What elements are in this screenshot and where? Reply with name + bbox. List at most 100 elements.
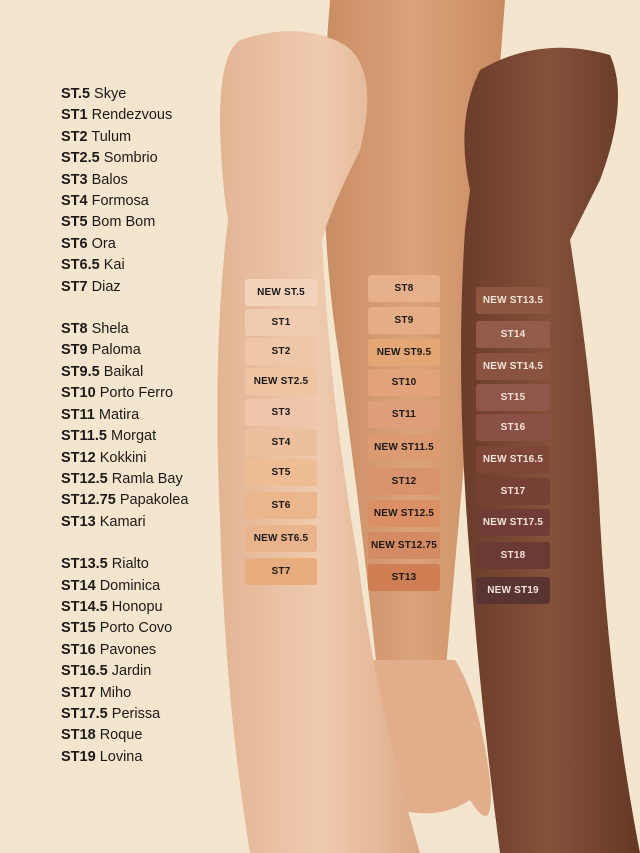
swatch-deep-arm: NEW ST16.5 <box>476 446 550 473</box>
shade-name: Ramla Bay <box>111 470 183 487</box>
legend-item: ST11.5 Morgat <box>61 426 188 447</box>
shade-code: ST3 <box>61 171 88 188</box>
shade-name: Dominica <box>99 577 161 594</box>
shade-code: ST16 <box>61 641 96 658</box>
legend-item: ST11 Matira <box>61 405 188 426</box>
shade-code: ST.5 <box>61 86 91 102</box>
shade-name: Porto Covo <box>99 620 173 637</box>
shade-code: ST11 <box>61 406 95 423</box>
legend-item: ST13.5 Rialto <box>61 554 188 575</box>
shade-name: Roque <box>99 727 143 744</box>
shade-code: ST18 <box>61 727 96 744</box>
shade-name: Rendezvous <box>91 107 173 124</box>
shade-name: Balos <box>91 171 128 188</box>
swatch-deep-arm: NEW ST19 <box>476 577 550 604</box>
swatch-light-arm: ST1 <box>245 309 317 336</box>
swatch-light-arm: NEW ST6.5 <box>245 525 317 552</box>
shade-code: ST11.5 <box>61 428 107 445</box>
shade-name: Shela <box>91 321 129 338</box>
swatch-light-arm: ST4 <box>245 429 317 456</box>
shade-name: Papakolea <box>119 492 189 509</box>
shade-name: Jardin <box>111 663 152 680</box>
shade-name: Ora <box>91 235 116 252</box>
legend-item: ST5 Bom Bom <box>61 212 188 233</box>
swatch-light-arm: ST5 <box>245 459 317 486</box>
deep-arm <box>461 47 640 853</box>
swatch-light-arm: ST6 <box>245 492 317 519</box>
legend-item: ST18 Roque <box>61 725 188 746</box>
legend-item: ST.5 Skye <box>61 84 188 105</box>
legend-item: ST10 Porto Ferro <box>61 383 188 404</box>
light-arm <box>217 31 420 853</box>
shade-code: ST12 <box>61 449 96 466</box>
legend-group: ST.5 Skye ST1 Rendezvous ST2 Tulum ST2.5 So… <box>61 84 188 298</box>
shade-code: ST1 <box>61 107 88 124</box>
legend-item: ST16.5 Jardin <box>61 661 188 682</box>
shade-code: ST4 <box>61 193 88 210</box>
shade-code: ST17 <box>61 684 96 701</box>
shade-name: Pavones <box>99 641 157 658</box>
shade-name: Kamari <box>99 513 146 530</box>
shade-code: ST19 <box>61 748 96 765</box>
swatch-medium-arm: ST11 <box>368 401 440 428</box>
legend-item: ST12.5 Ramla Bay <box>61 469 188 490</box>
swatch-light-arm: ST3 <box>245 399 317 426</box>
shade-name: Paloma <box>91 342 141 359</box>
legend-item: ST3 Balos <box>61 170 188 191</box>
shade-code: ST7 <box>61 278 88 295</box>
shade-code: ST5 <box>61 214 88 231</box>
legend-group: ST13.5 Rialto ST14 Dominica ST14.5 Honopu S… <box>61 554 188 768</box>
swatch-medium-arm: NEW ST9.5 <box>368 339 440 366</box>
swatch-light-arm: NEW ST.5 <box>245 279 317 306</box>
shade-code: ST14 <box>61 577 96 594</box>
swatch-medium-arm: NEW ST12.5 <box>368 500 440 527</box>
swatch-medium-arm: NEW ST12.75 <box>368 532 440 559</box>
legend-item: ST6.5 Kai <box>61 255 188 276</box>
shade-code: ST12.5 <box>61 470 108 487</box>
shade-code: ST16.5 <box>61 663 108 680</box>
shade-name: Lovina <box>99 748 143 765</box>
shade-name: Honopu <box>111 598 163 615</box>
shade-code: ST9.5 <box>61 363 100 380</box>
swatch-light-arm: ST2 <box>245 338 317 365</box>
shade-name: Morgat <box>110 428 157 445</box>
legend-group: ST8 Shela ST9 Paloma ST9.5 Baikal ST10 Port… <box>61 319 188 533</box>
legend-item: ST12.75 Papakolea <box>61 490 188 511</box>
legend-item: ST17 Miho <box>61 683 188 704</box>
legend-item: ST13 Kamari <box>61 512 188 533</box>
swatch-deep-arm: NEW ST17.5 <box>476 509 550 536</box>
legend-item: ST19 Lovina <box>61 747 188 768</box>
shade-code: ST14.5 <box>61 598 108 615</box>
legend-item: ST2.5 Sombrio <box>61 148 188 169</box>
shade-code: ST13 <box>61 513 96 530</box>
legend-item: ST1 Rendezvous <box>61 105 188 126</box>
legend-item: ST8 Shela <box>61 319 188 340</box>
shade-legend: ST.5 Skye ST1 Rendezvous ST2 Tulum ST2.5 So… <box>61 84 188 789</box>
legend-item: ST2 Tulum <box>61 127 188 148</box>
swatch-light-arm: NEW ST2.5 <box>245 368 317 395</box>
shade-code: ST15 <box>61 620 96 637</box>
shade-name: Kokkini <box>99 449 147 466</box>
shade-name: Bom Bom <box>91 214 156 231</box>
shade-name: Diaz <box>91 278 121 295</box>
swatch-medium-arm: ST9 <box>368 307 440 334</box>
legend-item: ST6 Ora <box>61 234 188 255</box>
shade-code: ST2 <box>61 128 88 145</box>
legend-item: ST17.5 Perissa <box>61 704 188 725</box>
swatch-deep-arm: ST17 <box>476 478 550 505</box>
shade-code: ST13.5 <box>61 556 108 573</box>
swatch-medium-arm: ST10 <box>368 369 440 396</box>
shade-code: ST2.5 <box>61 150 100 167</box>
shade-name: Porto Ferro <box>99 385 174 402</box>
swatch-medium-arm: NEW ST11.5 <box>368 434 440 461</box>
shade-code: ST17.5 <box>61 705 108 722</box>
shade-name: Kai <box>103 257 125 274</box>
shade-code: ST6.5 <box>61 257 100 274</box>
shade-name: Tulum <box>91 128 132 145</box>
shade-name: Baikal <box>103 363 144 380</box>
swatch-deep-arm: ST18 <box>476 542 550 569</box>
swatch-deep-arm: NEW ST14.5 <box>476 353 550 380</box>
shade-name: Rialto <box>111 556 149 573</box>
swatch-light-arm: ST7 <box>245 558 317 585</box>
swatch-deep-arm: ST15 <box>476 384 550 411</box>
